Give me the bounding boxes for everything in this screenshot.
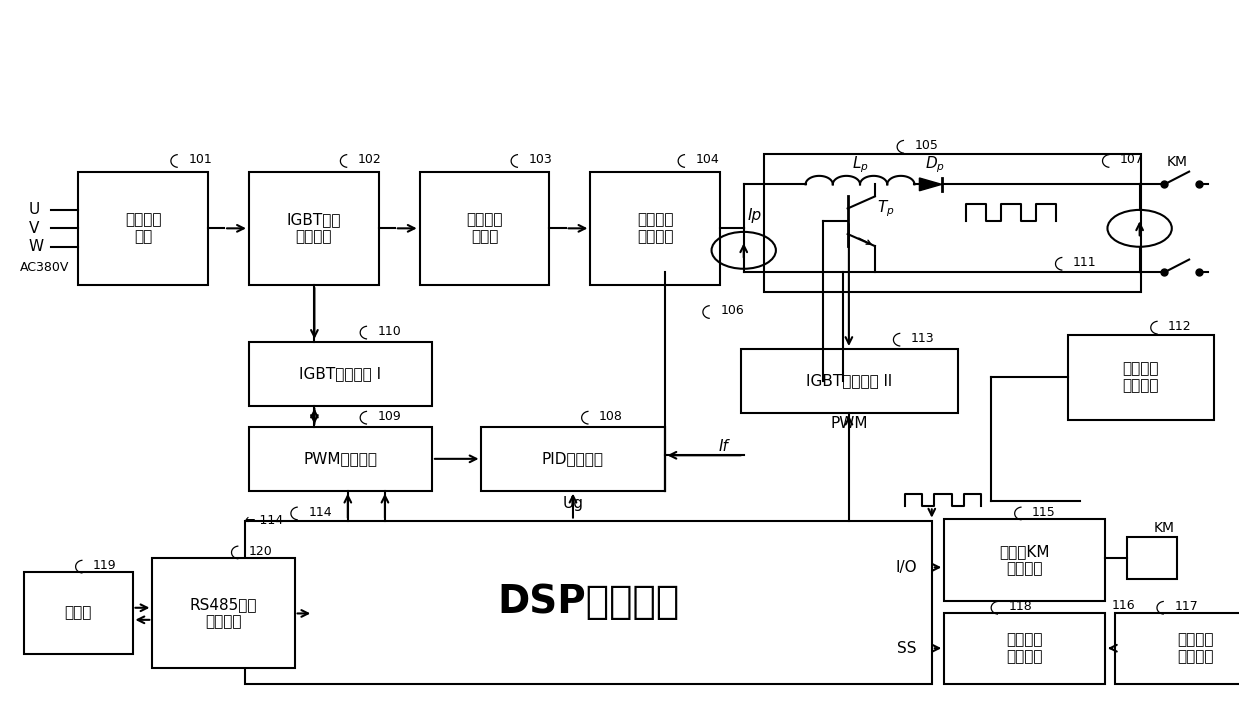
Text: 106: 106 <box>720 304 744 317</box>
Text: 整流滤波
电路: 整流滤波 电路 <box>125 212 161 244</box>
Text: KM: KM <box>1167 155 1187 169</box>
Bar <box>481 427 665 491</box>
Text: I/O: I/O <box>895 560 916 575</box>
Text: IGBT全桥
逆变电路: IGBT全桥 逆变电路 <box>286 212 341 244</box>
Text: $T_p$: $T_p$ <box>878 199 895 219</box>
Bar <box>78 172 208 285</box>
Text: 接触器KM
控制电路: 接触器KM 控制电路 <box>999 544 1050 576</box>
Text: 全波整流
滤波电路: 全波整流 滤波电路 <box>637 212 673 244</box>
Text: 118: 118 <box>1008 600 1032 613</box>
Text: PID调节电路: PID调节电路 <box>542 451 604 466</box>
Text: If: If <box>719 439 729 454</box>
Text: IGBT驱动电路 ll: IGBT驱动电路 ll <box>806 373 893 388</box>
Bar <box>1115 613 1240 684</box>
Bar <box>742 349 957 413</box>
Polygon shape <box>919 178 941 191</box>
Text: 117: 117 <box>1174 600 1198 613</box>
Text: 高频功率
变压器: 高频功率 变压器 <box>466 212 502 244</box>
Bar <box>764 154 1141 292</box>
Text: 104: 104 <box>696 153 719 166</box>
Text: 基值直流
调理电路: 基值直流 调理电路 <box>1177 632 1214 664</box>
Text: Ip: Ip <box>748 208 761 223</box>
Text: 108: 108 <box>599 410 622 423</box>
Bar <box>153 558 295 668</box>
Bar <box>944 613 1105 684</box>
Bar <box>249 427 432 491</box>
Bar <box>944 519 1105 601</box>
Text: IGBT驱动电路 I: IGBT驱动电路 I <box>299 366 382 381</box>
Text: RS485串行
总线电路: RS485串行 总线电路 <box>190 597 257 629</box>
Text: 111: 111 <box>1073 256 1096 269</box>
Text: 120: 120 <box>249 545 273 557</box>
Bar <box>24 572 133 654</box>
Text: 103: 103 <box>528 153 552 166</box>
Text: V: V <box>29 221 38 236</box>
Text: 同步时序
控制电路: 同步时序 控制电路 <box>1007 632 1043 664</box>
Text: 触摸屏: 触摸屏 <box>64 606 92 621</box>
Text: 脉冲信号
整形电路: 脉冲信号 整形电路 <box>1122 361 1159 394</box>
Text: 116: 116 <box>1111 599 1135 612</box>
Text: AC380V: AC380V <box>20 261 69 274</box>
Bar <box>1127 537 1177 580</box>
Text: 102: 102 <box>357 153 382 166</box>
Text: DSP主控电路: DSP主控电路 <box>497 583 680 621</box>
Text: Ug: Ug <box>563 496 584 511</box>
Text: PWM发生电路: PWM发生电路 <box>304 451 377 466</box>
Text: KM: KM <box>1154 521 1174 535</box>
Text: SS: SS <box>898 641 916 656</box>
Text: 110: 110 <box>377 325 402 337</box>
Text: 107: 107 <box>1120 153 1143 166</box>
Text: $L_p$: $L_p$ <box>852 155 868 175</box>
Text: 101: 101 <box>188 153 212 166</box>
Text: W: W <box>29 239 43 254</box>
Text: 113: 113 <box>910 332 935 345</box>
Text: 114: 114 <box>309 506 332 518</box>
Bar <box>246 520 931 684</box>
Text: 119: 119 <box>93 559 117 572</box>
Bar <box>249 172 378 285</box>
Text: PWM: PWM <box>830 416 868 431</box>
Text: 105: 105 <box>914 139 939 152</box>
Text: U: U <box>29 202 40 217</box>
Text: 112: 112 <box>1168 320 1192 333</box>
Bar <box>249 342 432 406</box>
Bar <box>590 172 720 285</box>
Bar <box>1068 335 1214 420</box>
Text: $D_p$: $D_p$ <box>925 155 945 175</box>
Text: ← 114: ← 114 <box>246 514 283 527</box>
Text: 109: 109 <box>377 410 402 423</box>
Bar <box>419 172 549 285</box>
Text: 115: 115 <box>1032 506 1055 518</box>
